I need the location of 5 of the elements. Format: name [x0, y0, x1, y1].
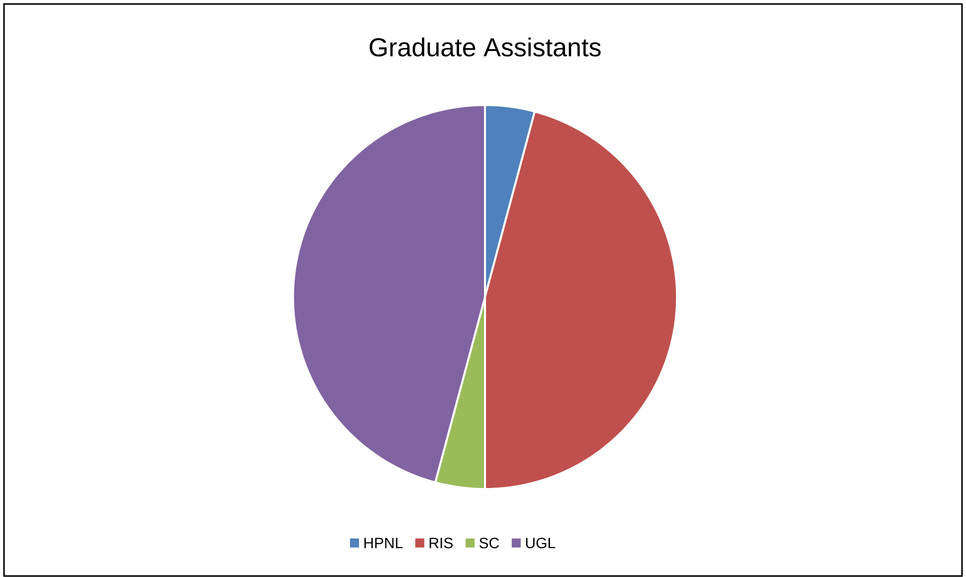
legend-label: SC	[479, 538, 499, 548]
legend-label: HPNL	[364, 538, 403, 548]
chart-title: Graduate Assistants	[370, 37, 601, 56]
legend-label: UGL	[526, 538, 556, 548]
legend-label: RIS	[430, 538, 453, 548]
